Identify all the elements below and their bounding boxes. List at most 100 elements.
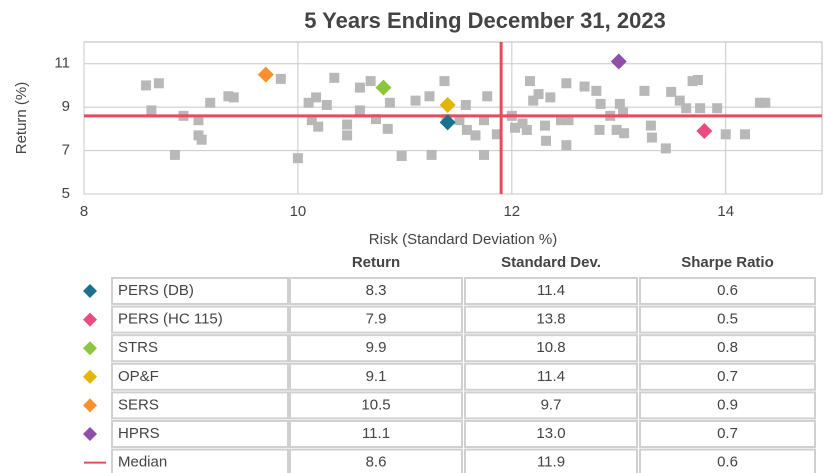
peer-point bbox=[639, 85, 650, 96]
cell-value: 0.6 bbox=[717, 454, 738, 471]
peer-point bbox=[591, 85, 602, 96]
cell bbox=[639, 391, 816, 420]
peer-point bbox=[228, 92, 239, 103]
cell bbox=[289, 448, 463, 473]
peer-point bbox=[692, 75, 703, 85]
peer-point bbox=[460, 99, 471, 110]
peer-point bbox=[660, 143, 671, 154]
peer-point bbox=[342, 119, 353, 130]
peer-point bbox=[169, 149, 180, 160]
cell bbox=[464, 391, 638, 420]
peer-point bbox=[384, 97, 395, 108]
peer-point bbox=[426, 149, 437, 160]
peer-point bbox=[306, 115, 317, 126]
peer-point bbox=[205, 97, 216, 108]
y-tick-label: 7 bbox=[62, 142, 70, 159]
cell-value: 11.9 bbox=[537, 454, 565, 471]
cell bbox=[639, 334, 816, 363]
row-name: STRS bbox=[118, 339, 158, 356]
cell bbox=[464, 362, 638, 391]
peer-point bbox=[454, 115, 465, 126]
cell-value: 0.7 bbox=[717, 425, 738, 442]
cell bbox=[289, 277, 463, 305]
peer-point bbox=[479, 115, 490, 126]
legend-marker bbox=[83, 284, 97, 298]
cell-value: 0.5 bbox=[717, 311, 738, 328]
cell bbox=[289, 391, 463, 420]
peer-point bbox=[193, 115, 204, 126]
peer-point bbox=[275, 73, 286, 84]
peer-point bbox=[342, 130, 353, 141]
peer-point bbox=[618, 107, 629, 118]
peer-point bbox=[491, 129, 502, 140]
peer-point bbox=[146, 105, 157, 116]
cell bbox=[639, 277, 816, 305]
cell bbox=[464, 305, 638, 334]
peer-point bbox=[695, 103, 706, 114]
cell bbox=[111, 391, 289, 420]
peer-point bbox=[303, 97, 314, 108]
cell-value: 0.6 bbox=[717, 282, 738, 299]
cell-value: 7.9 bbox=[366, 311, 387, 328]
plan-point bbox=[696, 123, 713, 140]
cell-value: 9.7 bbox=[541, 396, 562, 413]
peer-point bbox=[563, 115, 574, 126]
cell bbox=[464, 334, 638, 363]
peer-point bbox=[760, 97, 771, 108]
peer-point bbox=[365, 76, 376, 87]
peer-point bbox=[525, 76, 536, 87]
cell bbox=[111, 277, 289, 305]
peer-point bbox=[370, 114, 381, 125]
y-tick-label: 5 bbox=[62, 185, 70, 202]
row-name: SERS bbox=[118, 396, 159, 413]
cell-value: 8.3 bbox=[366, 282, 387, 299]
cell bbox=[111, 305, 289, 334]
cell bbox=[289, 362, 463, 391]
peer-point bbox=[614, 98, 625, 109]
peer-point bbox=[611, 124, 622, 135]
peer-point bbox=[479, 149, 490, 160]
peer-point bbox=[354, 82, 365, 93]
legend-marker bbox=[83, 427, 97, 441]
cell bbox=[464, 277, 638, 305]
chart-title: 5 Years Ending December 31, 2023 bbox=[304, 8, 666, 33]
peer-point bbox=[739, 129, 750, 140]
legend-marker bbox=[83, 312, 97, 327]
cell bbox=[639, 362, 816, 391]
peer-point bbox=[424, 91, 435, 102]
cell-value: 10.8 bbox=[536, 339, 565, 356]
cell bbox=[111, 334, 289, 363]
cell-value: 9.9 bbox=[366, 339, 387, 356]
row-name: PERS (DB) bbox=[118, 282, 194, 299]
cell-value: 13.8 bbox=[536, 311, 565, 328]
peer-point bbox=[541, 135, 552, 146]
cell-value: 8.6 bbox=[366, 454, 387, 471]
peer-point bbox=[533, 89, 544, 100]
y-tick-label: 9 bbox=[62, 98, 70, 115]
peer-point bbox=[517, 118, 528, 129]
peer-point bbox=[329, 72, 340, 83]
peer-point bbox=[595, 98, 606, 109]
cell bbox=[111, 362, 289, 391]
peer-point bbox=[528, 95, 539, 106]
peer-point bbox=[720, 129, 731, 140]
row-name: HPRS bbox=[118, 425, 160, 442]
plan-point bbox=[439, 96, 456, 113]
peer-point bbox=[461, 124, 472, 135]
y-axis-label: Return (%) bbox=[13, 82, 30, 155]
cell bbox=[289, 334, 463, 363]
row-name: OP&F bbox=[118, 368, 159, 385]
plan-point bbox=[610, 53, 627, 70]
peer-point bbox=[396, 151, 407, 161]
row-name: Median bbox=[118, 454, 167, 471]
cell-value: 13.0 bbox=[536, 425, 565, 442]
peer-point bbox=[545, 92, 556, 103]
plan-point bbox=[375, 79, 392, 96]
peer-point bbox=[321, 99, 332, 110]
peer-point bbox=[439, 76, 450, 87]
cell-value: 11.4 bbox=[537, 282, 565, 299]
cell bbox=[639, 420, 816, 448]
peer-point bbox=[482, 91, 493, 102]
column-header: Sharpe Ratio bbox=[681, 254, 774, 271]
peer-point bbox=[646, 132, 657, 143]
